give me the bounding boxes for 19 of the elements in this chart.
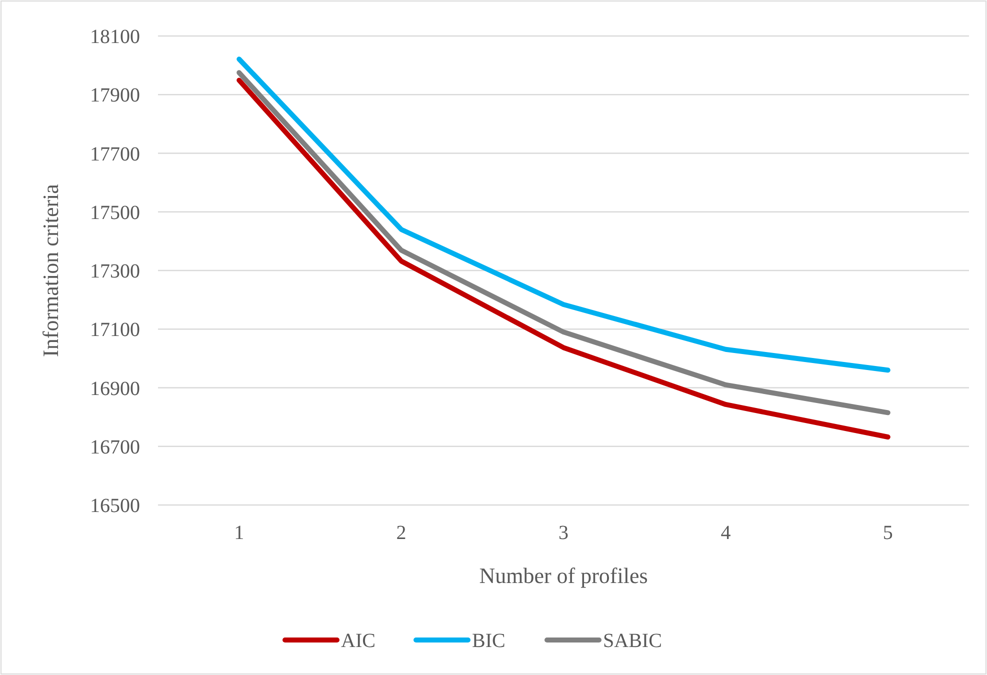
- legend-label: SABIC: [603, 630, 662, 652]
- y-axis-title: Information criteria: [38, 184, 63, 357]
- y-tick-label: 17100: [90, 319, 140, 342]
- y-tick-label: 16500: [90, 495, 140, 517]
- y-tick-label: 16900: [90, 378, 140, 400]
- y-tick-label: 18100: [90, 26, 140, 48]
- y-tick-label: 17300: [90, 260, 140, 282]
- x-tick-label: 1: [234, 522, 244, 544]
- y-tick-label: 17900: [90, 84, 140, 107]
- y-tick-label: 17500: [90, 202, 140, 224]
- x-tick-label: 5: [882, 522, 893, 544]
- x-tick-label: 2: [396, 522, 406, 544]
- legend-label: BIC: [472, 630, 506, 652]
- legend-label: AIC: [341, 630, 376, 652]
- y-tick-label: 16700: [90, 436, 140, 458]
- x-tick-label: 4: [720, 522, 731, 544]
- x-tick-label: 3: [558, 522, 568, 544]
- y-tick-label: 17700: [90, 143, 140, 166]
- x-axis-title: Number of profiles: [479, 563, 648, 588]
